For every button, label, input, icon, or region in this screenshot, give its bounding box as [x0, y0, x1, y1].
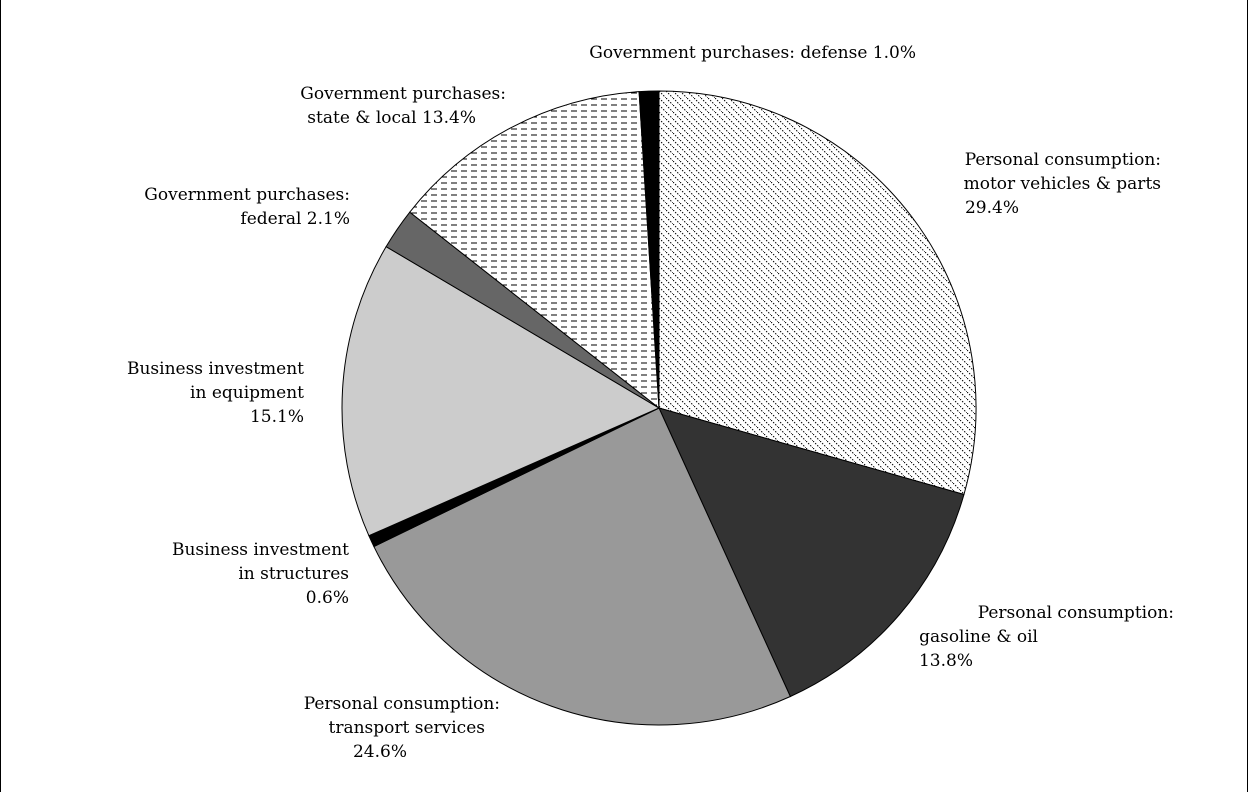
slice-label-line: 29.4% [965, 198, 1019, 218]
slice-label-line: motor vehicles & parts [964, 174, 1161, 194]
pie-slice-pc-transport [373, 407, 792, 726]
slice-label-line: Government purchases: defense 1.0% [589, 43, 916, 63]
slice-label-gp-defense: Government purchases: defense 1.0% [589, 43, 916, 63]
slice-label-line: federal 2.1% [240, 209, 350, 229]
slice-label-line: in equipment [190, 383, 304, 403]
slice-label-line: 13.8% [919, 651, 973, 671]
slice-label-line: Business investment [127, 359, 304, 379]
slice-label-line: gasoline & oil [919, 627, 1038, 647]
slice-label-pc-transport: Personal consumption: transport services 2… [304, 694, 500, 762]
slice-label-line: 24.6% [353, 742, 407, 762]
slice-label-pc-gasoline: Personal consumption: gasoline & oil 13.8% [919, 603, 1174, 671]
slice-label-line: Government purchases: [144, 185, 350, 205]
slice-label-line: 0.6% [306, 588, 349, 608]
slice-label-line: Business investment [172, 540, 349, 560]
slice-label-line: Personal consumption: [304, 694, 500, 714]
slice-label-line: state & local 13.4% [307, 108, 476, 128]
slice-label-bi-structures: Business investment in structures 0.6% [172, 540, 349, 608]
slice-label-line: in structures [238, 564, 349, 584]
slice-label-line: Personal consumption: [965, 150, 1161, 170]
slice-label-line: 15.1% [250, 407, 304, 427]
slice-label-bi-equipment: Business investment in equipment 15.1% [127, 359, 304, 427]
pie-labels: Personal consumption: motor vehicles & pa… [127, 43, 1174, 762]
slice-label-line: Personal consumption: [978, 603, 1174, 623]
slice-label-gp-federal: Government purchases: federal 2.1% [144, 185, 350, 229]
pie-slices [341, 90, 977, 726]
slice-label-line: transport services [328, 718, 485, 738]
slice-label-gp-state-local: Government purchases: state & local 13.4% [300, 84, 506, 128]
pie-slice-pc-motor-vehicles [658, 90, 977, 496]
slice-label-line: Government purchases: [300, 84, 506, 104]
pie-slice-pc-gasoline [658, 407, 965, 698]
pie-slice-bi-equipment [341, 245, 661, 537]
pie-slice-gp-state-local [409, 91, 660, 410]
slice-label-pc-motor-vehicles: Personal consumption: motor vehicles & pa… [964, 150, 1161, 218]
pie-slice-gp-defense [638, 90, 660, 409]
